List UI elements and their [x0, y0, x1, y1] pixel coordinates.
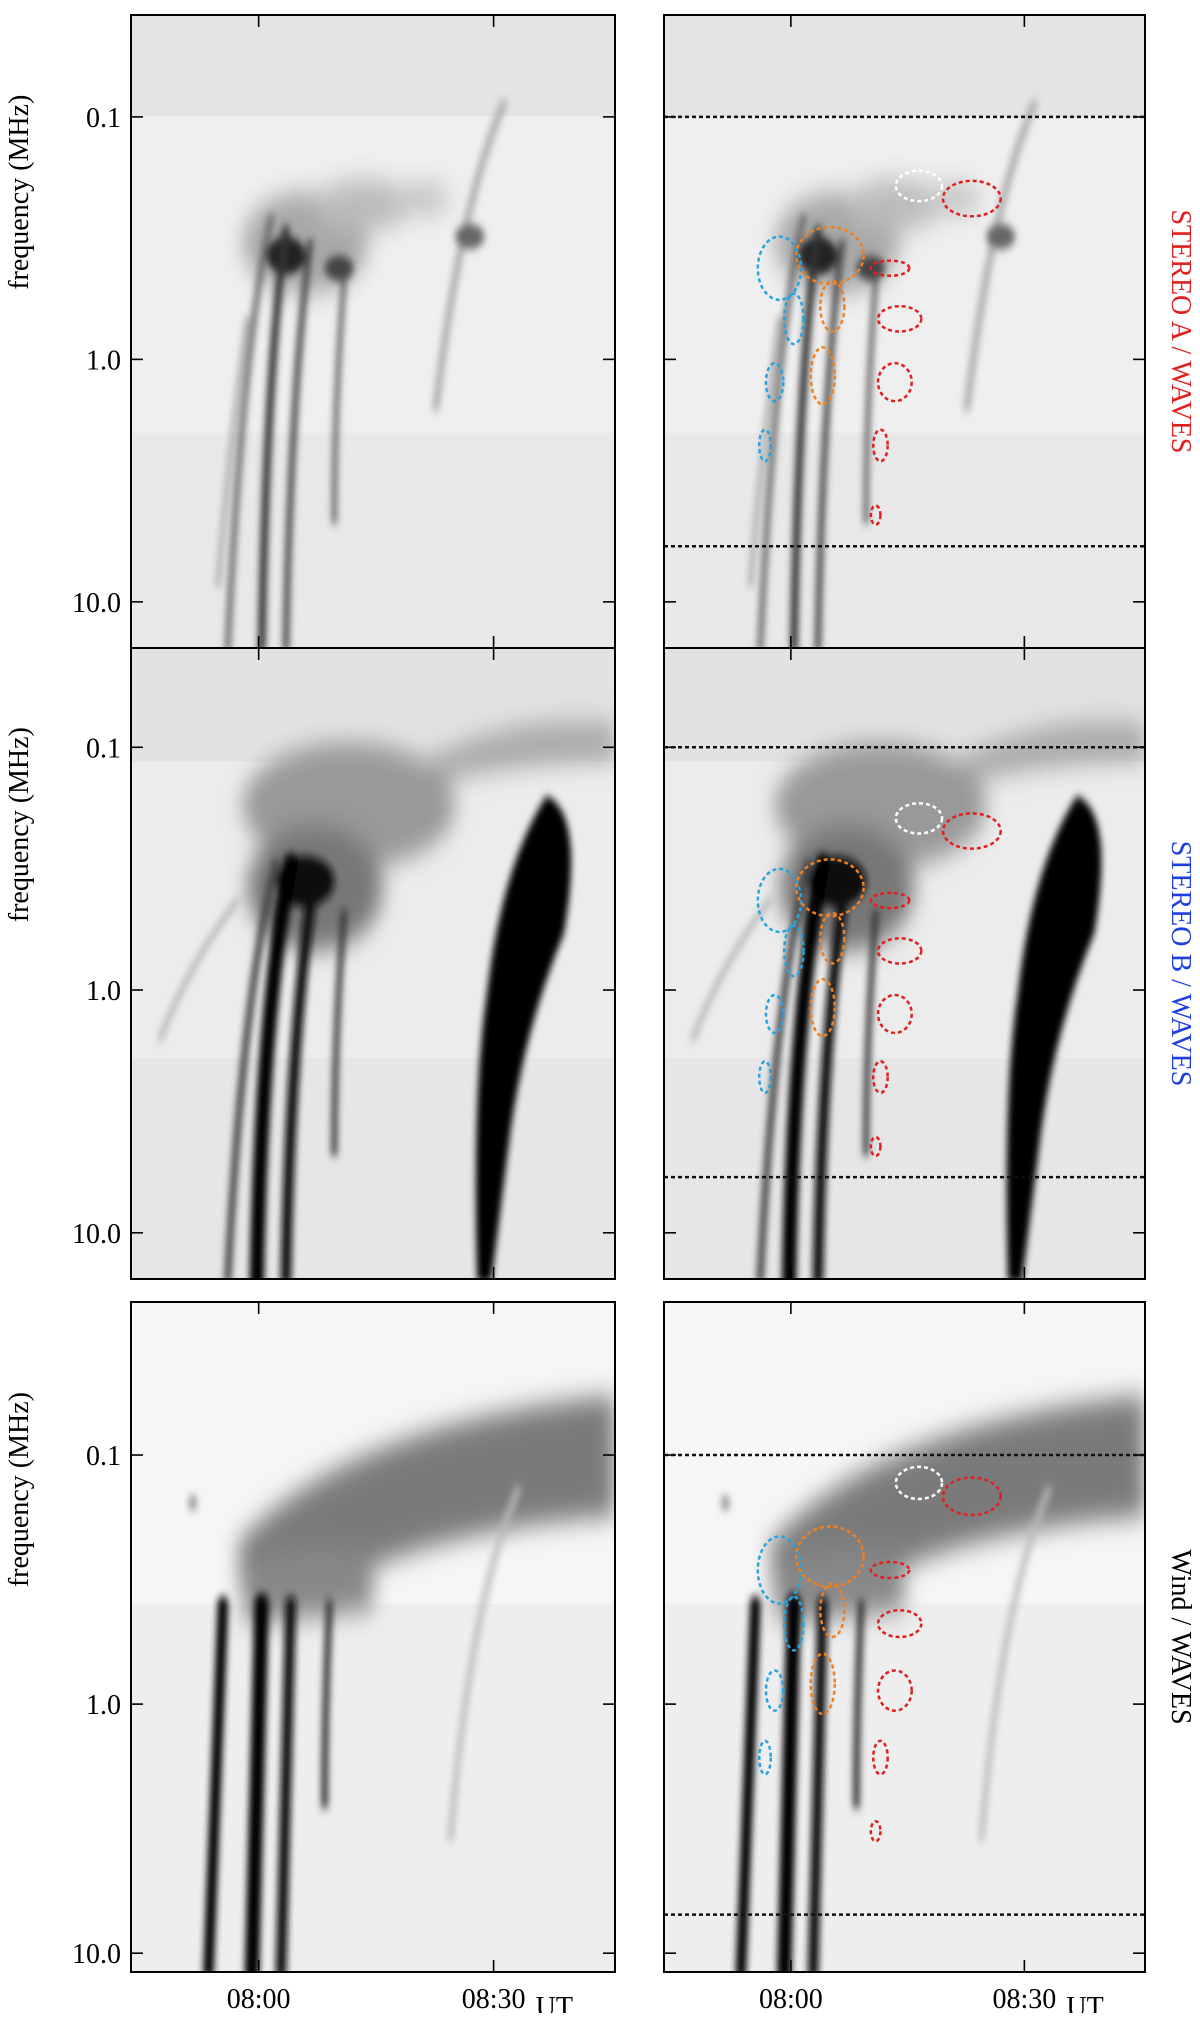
- panel: 0.1 1.0 10.0 08:00 08:30 UT frequency (MHz): [4, 1301, 616, 2018]
- spectrogram-image: [131, 648, 615, 1279]
- y-tick-label: 10.0: [72, 1219, 121, 1250]
- spectrogram-image: [131, 1302, 615, 1972]
- panel-frame: [663, 647, 1146, 1280]
- panel-frame: [663, 1301, 1146, 1973]
- x-tick-label: 08:00: [759, 1984, 823, 2013]
- panel-frame: [130, 647, 616, 1280]
- panel-frame: [130, 1301, 616, 1973]
- y-tick-label: 1.0: [86, 345, 121, 376]
- spectrogram-image: [131, 15, 615, 648]
- y-axis-label: frequency (MHz): [4, 1392, 35, 1587]
- y-tick-label: 0.1: [86, 103, 121, 134]
- panel: 0.1 1.0 10.0 frequency (MHz): [4, 647, 616, 1280]
- instrument-label: STEREO A / WAVES: [1165, 209, 1196, 453]
- x-tick-label: 08:00: [227, 1984, 291, 2013]
- x-unit: UT: [536, 1992, 573, 2013]
- x-tick-label: 08:30: [462, 1984, 526, 2013]
- panel: 0.1 1.0 10.0 frequency (MHz): [4, 14, 616, 649]
- panel: [663, 647, 1146, 1280]
- y-tick-label: 10.0: [72, 1939, 121, 1970]
- y-axis-label: frequency (MHz): [4, 727, 35, 922]
- instrument-label: STEREO B / WAVES: [1165, 841, 1196, 1087]
- x-unit: UT: [1066, 1992, 1103, 2013]
- y-tick-label: 1.0: [86, 1690, 121, 1721]
- y-tick-label: 0.1: [86, 733, 121, 764]
- y-axis-label: frequency (MHz): [4, 95, 35, 290]
- x-tick-label: 08:30: [992, 1984, 1056, 2013]
- y-tick-label: 10.0: [72, 588, 121, 619]
- instrument-label: Wind / WAVES: [1165, 1549, 1196, 1724]
- y-tick-label: 1.0: [86, 976, 121, 1007]
- y-tick-label: 0.1: [86, 1441, 121, 1472]
- panel: 08:00 08:30 UT: [663, 1301, 1146, 2018]
- panel: [663, 14, 1146, 649]
